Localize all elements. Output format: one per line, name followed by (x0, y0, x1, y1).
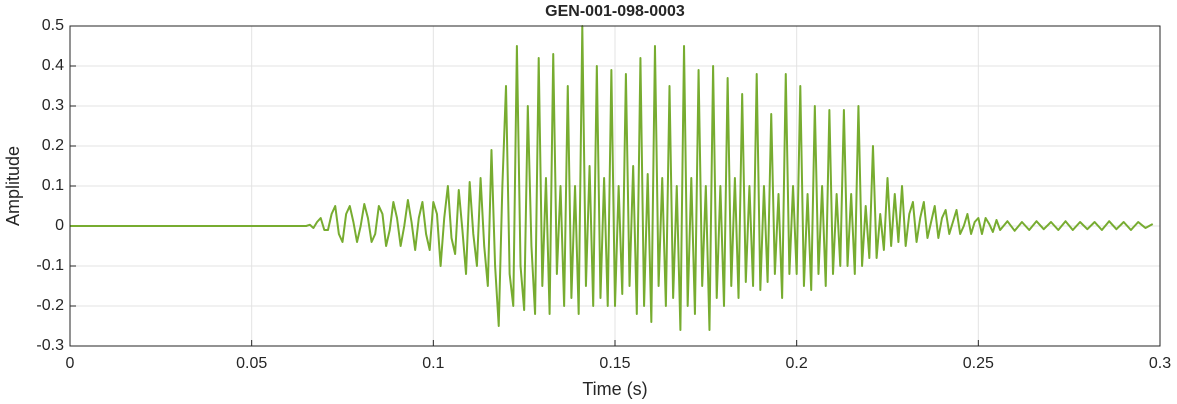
y-tick-label: 0 (55, 217, 64, 234)
x-tick-label: 0 (66, 355, 75, 372)
y-tick-label: 0.4 (42, 57, 64, 74)
axes-box (69, 25, 1161, 347)
x-tick-label: 0.15 (599, 355, 630, 372)
x-tick-label: 0.1 (422, 355, 444, 372)
x-tick-label: 0.05 (236, 355, 267, 372)
x-axis-label: Time (s) (582, 379, 647, 399)
chart-title: GEN-001-098-0003 (545, 3, 685, 20)
y-tick-label: 0.5 (42, 17, 64, 34)
y-tick-label: -0.3 (36, 337, 64, 354)
x-tick-label: 0.2 (786, 355, 808, 372)
x-tick-label: 0.25 (963, 355, 994, 372)
y-tick-label: 0.3 (42, 97, 64, 114)
y-tick-label: -0.1 (36, 257, 64, 274)
y-tick-label: 0.1 (42, 177, 64, 194)
y-axis-label: Amplitude (3, 146, 23, 226)
y-tick-label: -0.2 (36, 297, 64, 314)
y-tick-label: 0.2 (42, 137, 64, 154)
waveform (70, 25, 1154, 331)
x-tick-label: 0.3 (1149, 355, 1171, 372)
